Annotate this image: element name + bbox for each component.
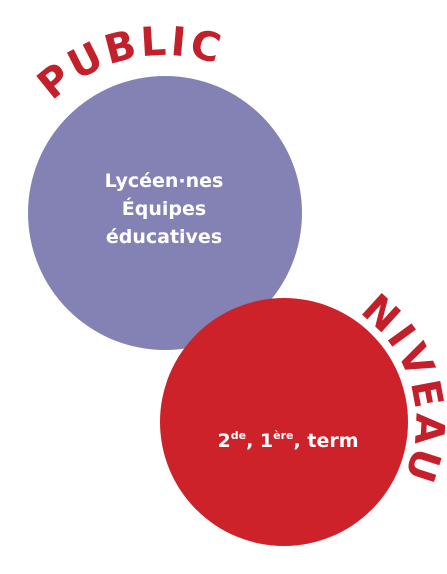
level-base: 1 — [260, 430, 273, 452]
separator: , — [294, 430, 308, 452]
level-sup: de — [231, 429, 246, 442]
level-base: 2 — [218, 430, 231, 452]
level-base: term — [307, 430, 358, 452]
level-sup: ère — [273, 429, 293, 442]
public-line: Équipes — [122, 197, 206, 220]
niveau-circle — [160, 298, 408, 546]
public-circle — [28, 76, 302, 350]
separator: , — [246, 430, 260, 452]
niveau-levels: 2de, 1ère, term — [218, 429, 359, 452]
public-line: Lycéen·nes — [105, 170, 224, 192]
public-line: éducatives — [106, 226, 222, 248]
